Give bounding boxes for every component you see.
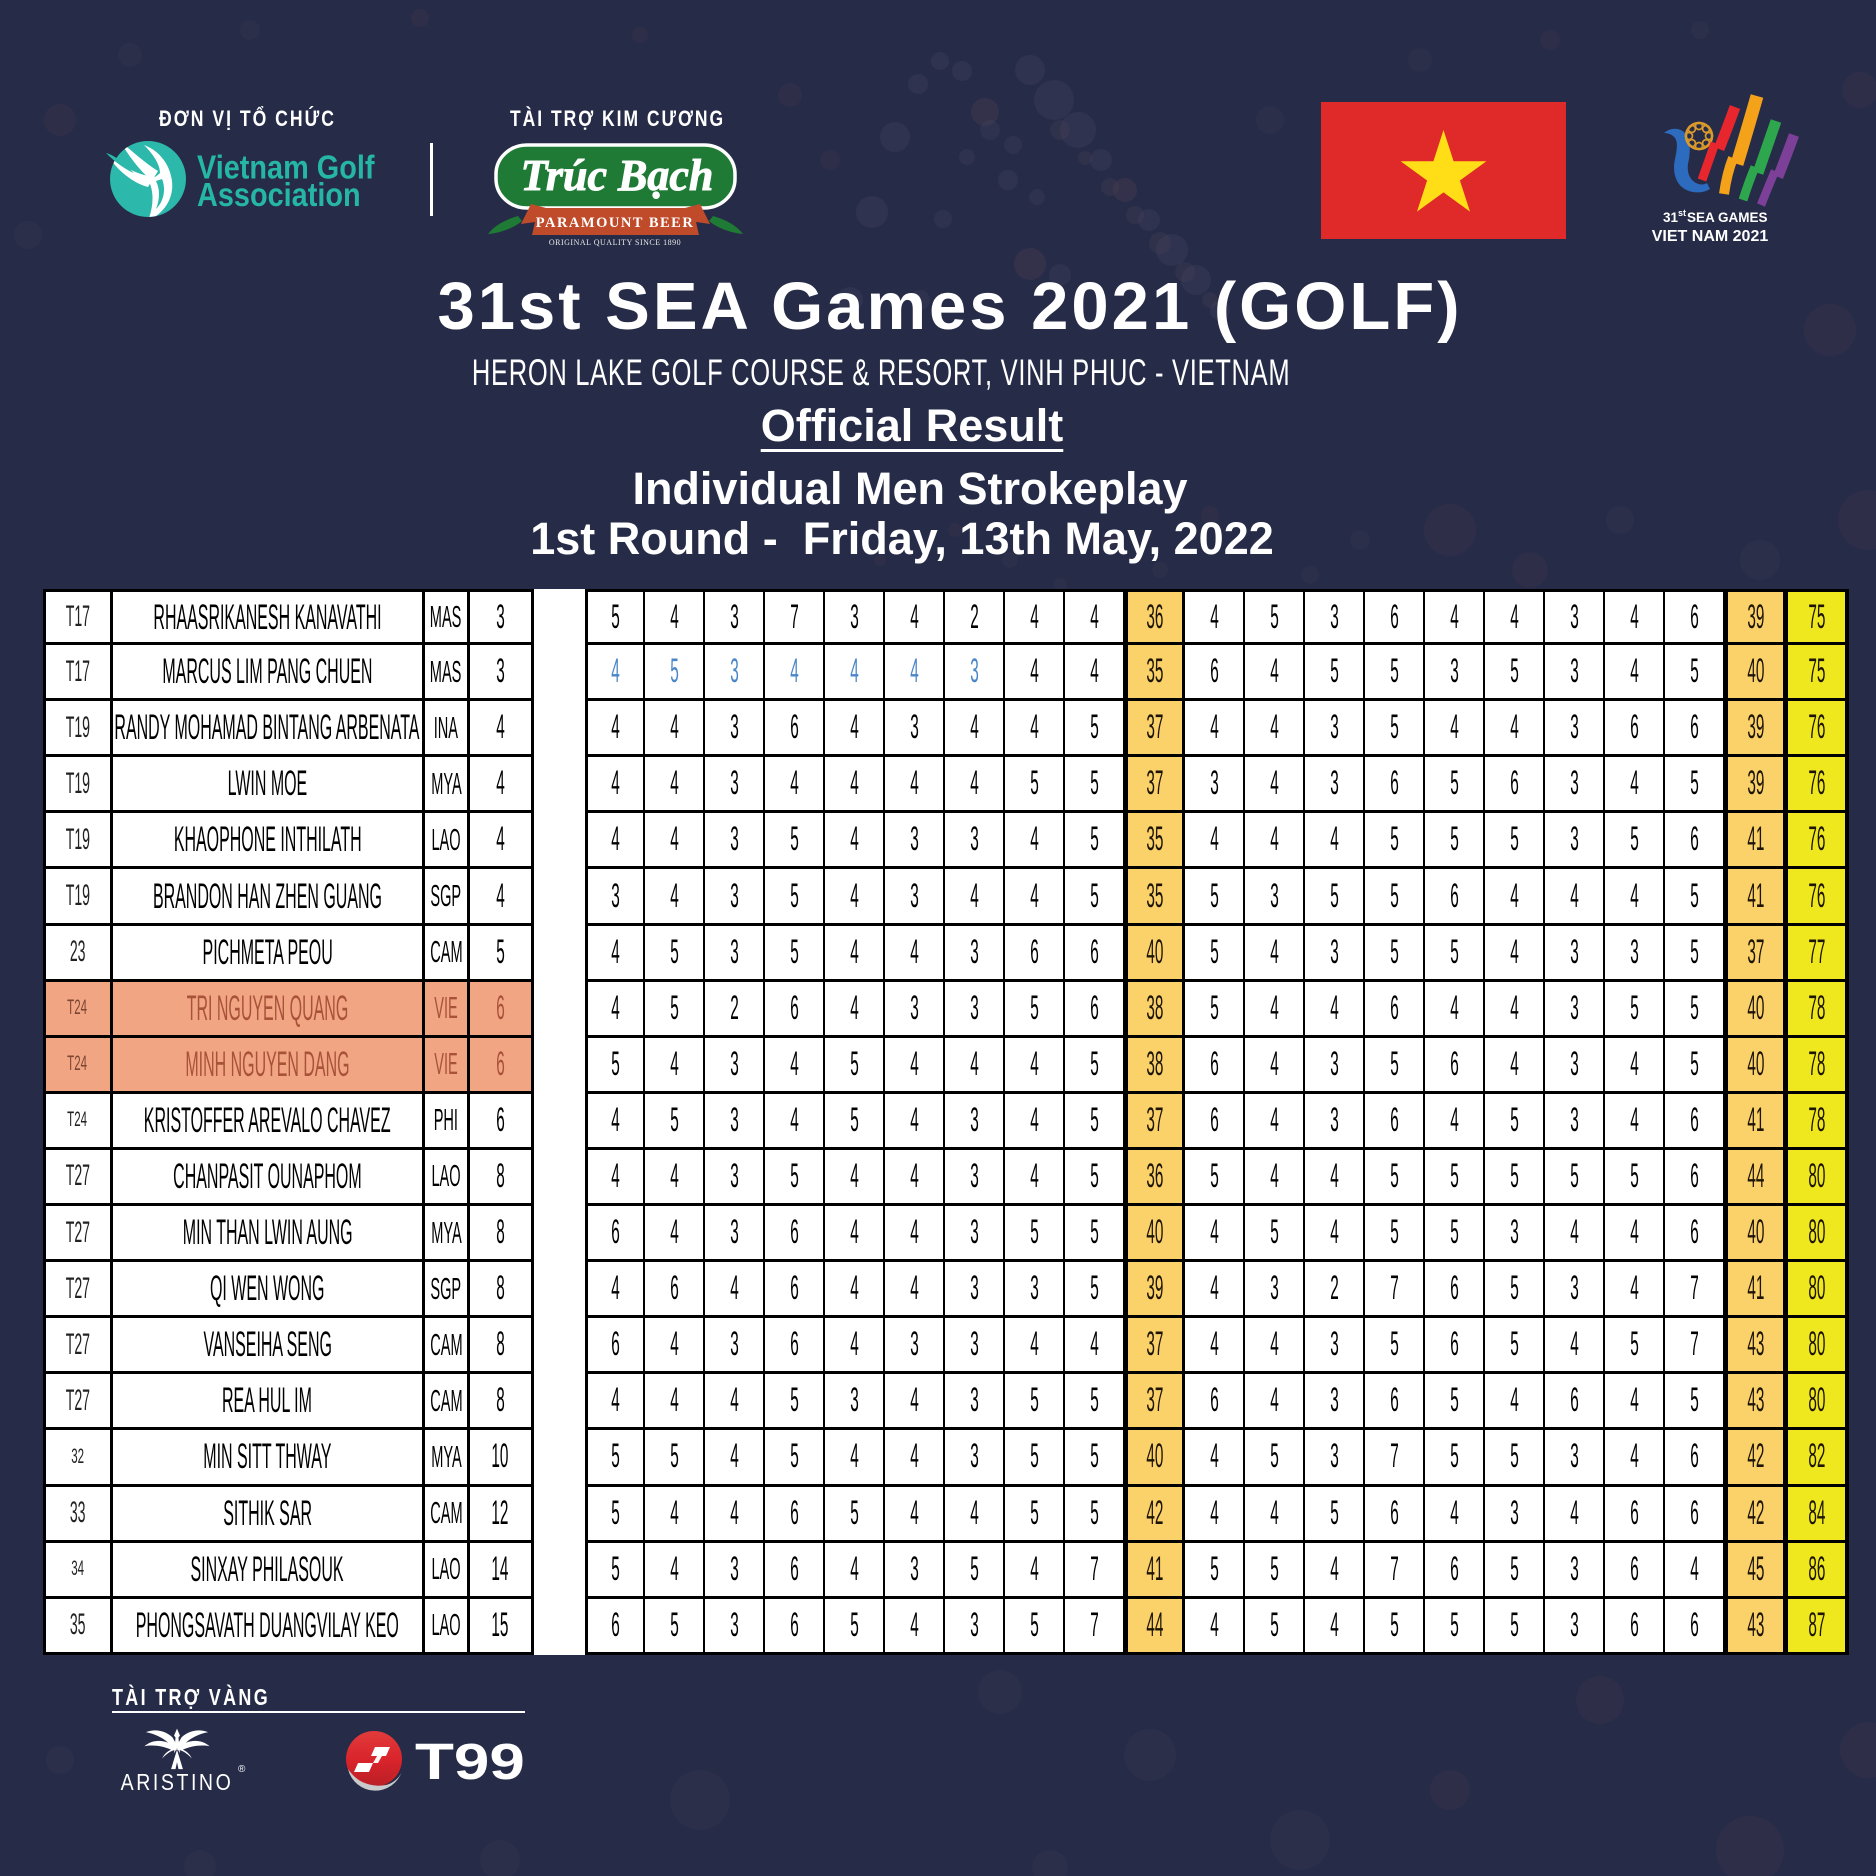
svg-text:Vietnam Golf: Vietnam Golf [197, 149, 375, 186]
svg-text:SEA GAMES: SEA GAMES [1687, 210, 1768, 225]
svg-text:Trúc Bạch: Trúc Bạch [521, 151, 714, 200]
svg-text:®: ® [238, 1764, 246, 1775]
svg-text:31: 31 [1663, 210, 1679, 225]
svg-text:VIET NAM 2021: VIET NAM 2021 [1652, 228, 1769, 245]
svg-text:T99: T99 [415, 1734, 525, 1791]
svg-text:ORIGINAL QUALITY SINCE 1890: ORIGINAL QUALITY SINCE 1890 [549, 238, 681, 247]
svg-text:st: st [1678, 208, 1686, 218]
svg-text:ARISTINO: ARISTINO [121, 1770, 234, 1795]
svg-text:Association: Association [197, 176, 361, 213]
svg-text:PARAMOUNT BEER: PARAMOUNT BEER [536, 215, 695, 231]
